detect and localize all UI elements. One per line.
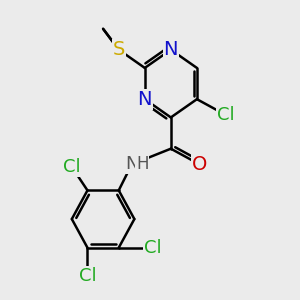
Text: Cl: Cl [217,106,234,124]
Text: H: H [136,155,148,173]
Text: N: N [137,90,152,109]
Text: N: N [125,155,139,173]
Text: Cl: Cl [79,267,96,285]
Text: N: N [164,40,178,59]
Text: Cl: Cl [63,158,81,176]
Text: Cl: Cl [144,239,161,257]
Text: S: S [112,40,125,59]
Text: O: O [192,155,207,174]
